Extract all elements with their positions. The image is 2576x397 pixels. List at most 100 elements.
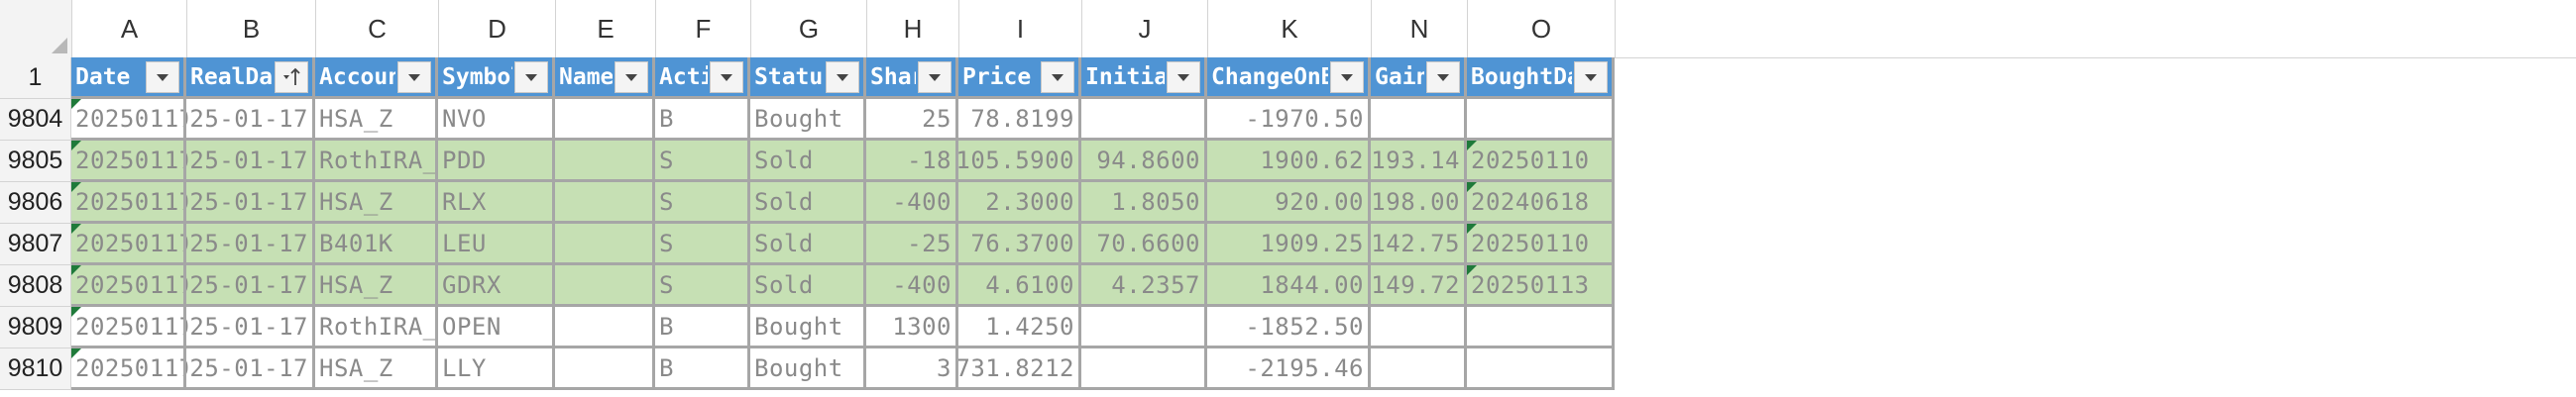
filter-dropdown-icon[interactable]: [1330, 60, 1364, 93]
cell-status[interactable]: Sold: [750, 265, 866, 307]
cell-status[interactable]: Sold: [750, 141, 866, 182]
cell-symbol[interactable]: LEU: [438, 224, 555, 265]
column-header-status[interactable]: Status: [750, 57, 866, 99]
row-number[interactable]: 9808: [0, 265, 71, 307]
cell-realdate[interactable]: 2025-01-17: [186, 99, 315, 141]
column-letter-i[interactable]: I: [959, 0, 1082, 57]
cell-changeonbalance[interactable]: -1852.50: [1207, 307, 1371, 348]
filter-dropdown-icon[interactable]: [1167, 60, 1200, 93]
cell-boughtdate[interactable]: [1467, 348, 1615, 390]
cell-name[interactable]: [555, 265, 655, 307]
cell-account[interactable]: HSA_Z: [315, 182, 438, 224]
row-number[interactable]: 9807: [0, 224, 71, 265]
column-letter-a[interactable]: A: [72, 0, 187, 57]
cell-price[interactable]: 105.5900: [958, 141, 1081, 182]
cell-boughtdate[interactable]: 20250110: [1467, 224, 1615, 265]
cell-date[interactable]: 20250117: [71, 182, 186, 224]
cell-status[interactable]: Sold: [750, 224, 866, 265]
cell-symbol[interactable]: PDD: [438, 141, 555, 182]
column-letter-n[interactable]: N: [1372, 0, 1468, 57]
cell-gain[interactable]: [1371, 99, 1467, 141]
cell-account[interactable]: B401K: [315, 224, 438, 265]
column-letter-e[interactable]: E: [556, 0, 656, 57]
column-letter-k[interactable]: K: [1208, 0, 1372, 57]
cell-boughtdate[interactable]: [1467, 307, 1615, 348]
cell-realdate[interactable]: 2025-01-17: [186, 141, 315, 182]
cell-share[interactable]: 25: [866, 99, 958, 141]
cell-account[interactable]: HSA_Z: [315, 265, 438, 307]
column-header-realdate[interactable]: RealDate: [186, 57, 315, 99]
column-letter-j[interactable]: J: [1082, 0, 1208, 57]
cell-date[interactable]: 20250117: [71, 99, 186, 141]
cell-initialprice[interactable]: 1.8050: [1081, 182, 1207, 224]
cell-date[interactable]: 20250117: [71, 348, 186, 390]
cell-name[interactable]: [555, 224, 655, 265]
cell-name[interactable]: [555, 182, 655, 224]
cell-share[interactable]: -25: [866, 224, 958, 265]
cell-boughtdate[interactable]: 20240618: [1467, 182, 1615, 224]
column-letter-o[interactable]: O: [1468, 0, 1616, 57]
cell-name[interactable]: [555, 348, 655, 390]
cell-share[interactable]: 3: [866, 348, 958, 390]
cell-gain[interactable]: [1371, 307, 1467, 348]
cell-action[interactable]: S: [655, 265, 750, 307]
cell-realdate[interactable]: 2025-01-17: [186, 224, 315, 265]
cell-name[interactable]: [555, 99, 655, 141]
column-header-account[interactable]: Account: [315, 57, 438, 99]
cell-account[interactable]: HSA_Z: [315, 99, 438, 141]
column-header-price[interactable]: Price: [958, 57, 1081, 99]
cell-action[interactable]: B: [655, 307, 750, 348]
row-number[interactable]: 9806: [0, 182, 71, 224]
cell-gain[interactable]: 198.00: [1371, 182, 1467, 224]
filter-dropdown-icon[interactable]: [146, 60, 179, 93]
column-header-symbol[interactable]: Symbol: [438, 57, 555, 99]
cell-gain[interactable]: 193.14: [1371, 141, 1467, 182]
column-letter-f[interactable]: F: [656, 0, 751, 57]
filter-dropdown-icon[interactable]: [615, 60, 648, 93]
cell-realdate[interactable]: 2025-01-17: [186, 182, 315, 224]
cell-initialprice[interactable]: [1081, 348, 1207, 390]
cell-share[interactable]: -18: [866, 141, 958, 182]
row-number[interactable]: 9809: [0, 307, 71, 348]
column-header-action[interactable]: Action: [655, 57, 750, 99]
cell-boughtdate[interactable]: 20250110: [1467, 141, 1615, 182]
cell-symbol[interactable]: RLX: [438, 182, 555, 224]
cell-symbol[interactable]: GDRX: [438, 265, 555, 307]
cell-symbol[interactable]: LLY: [438, 348, 555, 390]
filter-dropdown-icon[interactable]: [710, 60, 743, 93]
column-letter-g[interactable]: G: [751, 0, 867, 57]
cell-price[interactable]: 78.8199: [958, 99, 1081, 141]
cell-share[interactable]: -400: [866, 265, 958, 307]
column-header-boughtdate[interactable]: BoughtDate: [1467, 57, 1615, 99]
row-number[interactable]: 9804: [0, 99, 71, 141]
cell-date[interactable]: 20250117: [71, 307, 186, 348]
cell-status[interactable]: Sold: [750, 182, 866, 224]
cell-name[interactable]: [555, 141, 655, 182]
cell-initialprice[interactable]: 94.8600: [1081, 141, 1207, 182]
cell-changeonbalance[interactable]: -2195.46: [1207, 348, 1371, 390]
column-header-date[interactable]: Date: [71, 57, 186, 99]
cell-changeonbalance[interactable]: 920.00: [1207, 182, 1371, 224]
filter-dropdown-icon[interactable]: [826, 60, 859, 93]
cell-status[interactable]: Bought: [750, 348, 866, 390]
column-header-changeonbalance[interactable]: ChangeOnBalance: [1207, 57, 1371, 99]
column-letter-c[interactable]: C: [316, 0, 439, 57]
cell-changeonbalance[interactable]: 1900.62: [1207, 141, 1371, 182]
row-number[interactable]: 9810: [0, 348, 71, 390]
cell-changeonbalance[interactable]: 1909.25: [1207, 224, 1371, 265]
cell-gain[interactable]: 142.75: [1371, 224, 1467, 265]
cell-date[interactable]: 20250117: [71, 265, 186, 307]
column-header-name[interactable]: Name: [555, 57, 655, 99]
cell-date[interactable]: 20250117: [71, 224, 186, 265]
column-letter-b[interactable]: B: [187, 0, 316, 57]
cell-price[interactable]: 76.3700: [958, 224, 1081, 265]
cell-changeonbalance[interactable]: -1970.50: [1207, 99, 1371, 141]
cell-realdate[interactable]: 2025-01-17: [186, 307, 315, 348]
cell-action[interactable]: B: [655, 99, 750, 141]
cell-name[interactable]: [555, 307, 655, 348]
cell-date[interactable]: 20250117: [71, 141, 186, 182]
cell-price[interactable]: 4.6100: [958, 265, 1081, 307]
cell-symbol[interactable]: NVO: [438, 99, 555, 141]
cell-symbol[interactable]: OPEN: [438, 307, 555, 348]
cell-action[interactable]: B: [655, 348, 750, 390]
